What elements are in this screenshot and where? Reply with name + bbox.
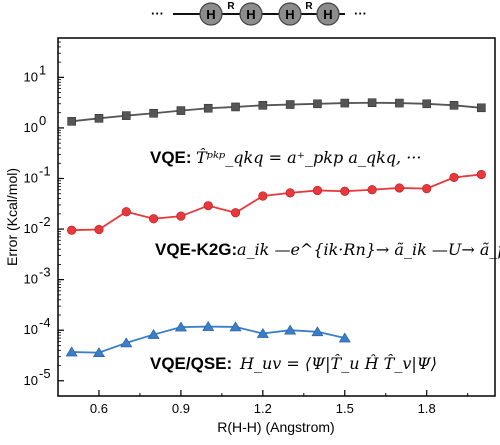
data-point-square — [477, 103, 486, 113]
x-tick-label: 0.6 — [90, 401, 108, 416]
data-point-square — [285, 100, 295, 109]
y-axis-title: Error (Kcal/mol) — [4, 168, 20, 266]
data-point-circle — [449, 172, 459, 183]
atom-h-3: H — [278, 2, 302, 26]
data-point-square — [121, 111, 131, 120]
y-tick-exponent: -5 — [39, 366, 51, 381]
data-point-square — [258, 101, 268, 110]
x-tick-label: 1.8 — [418, 401, 436, 416]
data-point-triangle — [311, 326, 324, 337]
y-tick-exponent: -4 — [39, 315, 51, 330]
y-tick-exponent: -3 — [39, 265, 51, 280]
annotation-vqe-k2g: VQE-K2G: a_ik —e^{ik·Rn}→ ã_ik —U→ ã_p — [155, 240, 500, 259]
y-tick-exponent: 0 — [39, 113, 46, 128]
series-1 — [67, 169, 486, 235]
y-tick-exponent: -2 — [39, 214, 51, 229]
y-tick-label: 10 — [24, 170, 38, 185]
plot-frame — [57, 37, 496, 397]
series-2 — [65, 320, 351, 357]
atom-h-2: H — [239, 2, 263, 26]
data-point-triangle — [256, 327, 269, 338]
annotation-prefix: VQE: — [150, 148, 192, 167]
atom-h-1: H — [199, 2, 223, 26]
data-point-triangle — [92, 347, 106, 357]
x-axis-ticks: 0.6 0.9 1.2 1.5 1.8 — [90, 390, 469, 416]
data-point-circle — [230, 208, 241, 218]
data-point-triangle — [338, 332, 351, 343]
chain-ellipsis-left: ··· — [151, 6, 164, 21]
data-point-square — [176, 106, 186, 115]
annotation-formula: H_uv = ⟨Ψ|T̂_u Ĥ T̂_v|Ψ⟩ — [239, 353, 437, 373]
y-tick-exponent: -1 — [39, 163, 51, 178]
series-line — [71, 101, 482, 123]
y-tick-label: 10 — [24, 69, 38, 84]
data-point-square — [149, 108, 158, 118]
hydrogen-chain-diagram: ··· ··· H H H H R R — [151, 1, 367, 26]
y-tick-label: 10 — [24, 221, 38, 236]
bond-label-r-1: R — [227, 1, 235, 12]
data-point-square — [94, 113, 104, 123]
bond-label-r-2: R — [305, 1, 313, 12]
data-point-triangle — [202, 320, 215, 331]
data-point-square — [203, 103, 213, 113]
chain-ellipsis-right: ··· — [354, 6, 367, 21]
annotation-vqe-qse: VQE/QSE: H_uv = ⟨Ψ|T̂_u Ĥ T̂_v|Ψ⟩ — [150, 353, 437, 373]
data-point-triangle — [147, 328, 160, 339]
y-tick-label: 10 — [24, 322, 38, 337]
data-point-circle — [285, 188, 295, 198]
data-point-circle — [394, 183, 405, 193]
data-point-circle — [203, 201, 213, 211]
data-point-circle — [476, 169, 486, 180]
atom-h-4: H — [316, 2, 340, 26]
data-point-square — [231, 102, 240, 112]
annotation-vqe: VQE: T̂ᵖᵏᵖ_qkq = a⁺_pkp a_qkq, ··· — [150, 148, 421, 167]
data-point-square — [340, 98, 350, 108]
data-point-triangle — [65, 346, 78, 357]
series-0 — [67, 98, 486, 126]
data-point-circle — [340, 186, 350, 196]
y-tick-label: 10 — [24, 272, 38, 287]
y-tick-exponent: 1 — [39, 62, 46, 77]
data-point-circle — [258, 191, 268, 201]
data-point-circle — [367, 185, 377, 195]
x-tick-label: 1.5 — [336, 401, 354, 416]
atom-label: H — [206, 7, 215, 22]
data-point-triangle — [174, 321, 187, 332]
annotation-prefix: VQE/QSE: — [150, 354, 232, 373]
y-tick-label: 10 — [24, 373, 38, 388]
data-point-square — [395, 98, 404, 108]
annotation-formula: a_ik —e^{ik·Rn}→ ã_ik —U→ ã_p — [237, 240, 500, 259]
data-point-square — [367, 98, 377, 108]
x-tick-label: 0.9 — [172, 401, 190, 416]
series-layer — [65, 98, 486, 357]
data-point-circle — [312, 185, 323, 196]
data-point-triangle — [120, 337, 133, 348]
y-tick-label: 10 — [24, 120, 38, 135]
data-point-square — [67, 117, 76, 126]
atom-label: H — [246, 7, 255, 22]
data-point-circle — [148, 214, 159, 224]
x-tick-label: 1.2 — [254, 401, 272, 416]
data-point-circle — [422, 184, 432, 194]
series-line — [71, 173, 482, 232]
data-point-circle — [176, 211, 186, 221]
data-point-square — [422, 99, 432, 109]
data-point-circle — [94, 224, 104, 235]
atom-label: H — [285, 7, 294, 22]
annotation-formula: T̂ᵖᵏᵖ_qkq = a⁺_pkp a_qkq, ··· — [196, 148, 421, 167]
annotation-prefix: VQE-K2G: — [155, 240, 237, 259]
atom-label: H — [323, 7, 332, 22]
data-point-circle — [121, 207, 131, 217]
data-point-circle — [67, 225, 77, 235]
data-point-triangle — [229, 321, 242, 332]
data-point-square — [313, 99, 322, 109]
x-axis-title: R(H-H) (Angstrom) — [217, 419, 334, 435]
data-point-triangle — [284, 324, 297, 335]
data-point-square — [449, 101, 459, 110]
